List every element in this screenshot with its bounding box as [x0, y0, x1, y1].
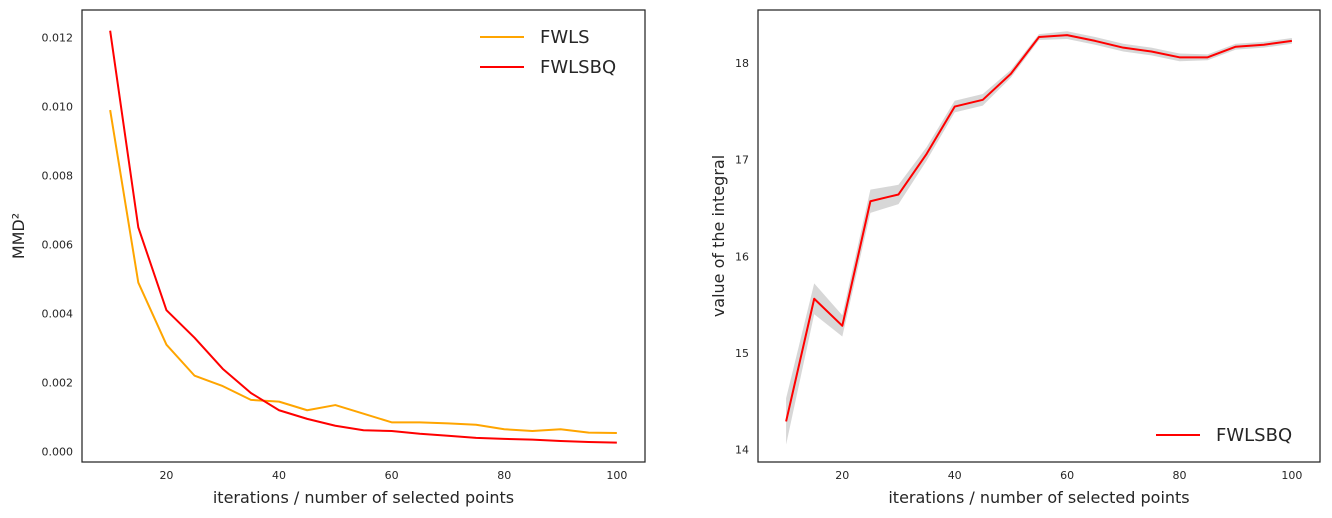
y-axis-label: value of the integral — [709, 155, 728, 317]
x-tick-label: 40 — [272, 469, 286, 482]
plot-frame — [81, 9, 646, 463]
x-tick-label: 80 — [497, 469, 511, 482]
legend-label-fwls: FWLS — [540, 27, 590, 48]
legend-label-fwlsbq: FWLSBQ — [1216, 425, 1292, 446]
x-tick-label: 80 — [1173, 469, 1187, 482]
x-tick-label: 60 — [385, 469, 399, 482]
legend-label-fwlsbq: FWLSBQ — [540, 57, 616, 78]
x-tick-label: 20 — [835, 469, 849, 482]
series-line-fwls — [109, 109, 617, 435]
x-tick-label: 60 — [1060, 469, 1074, 482]
integral-panel: 20 40 60 80 100 14 15 16 17 18 iterations / number… — [709, 9, 1321, 507]
y-axis-label: MMD² — [9, 213, 28, 259]
y-tick-label: 0.008 — [42, 170, 74, 183]
y-tick-label: 16 — [735, 250, 749, 263]
y-tick-label: 0.006 — [42, 239, 74, 252]
x-tick-label: 20 — [159, 469, 173, 482]
y-tick-label: 15 — [735, 347, 749, 360]
y-tick-label: 0.000 — [42, 446, 74, 459]
series-line-fwlsbq — [785, 34, 1293, 422]
series-line-fwlsbq — [109, 30, 617, 444]
y-tick-label: 0.004 — [42, 308, 74, 321]
legend: FWLSBQ — [1156, 425, 1292, 446]
y-tick-label: 0.012 — [42, 32, 74, 45]
mmd-panel: 20 40 60 80 100 0.000 0.002 0.004 0.006 0.008 0.01… — [9, 9, 646, 507]
y-tick-label: 18 — [735, 57, 749, 70]
y-tick-label: 14 — [735, 443, 749, 456]
x-axis-label: iterations / number of selected points — [213, 488, 514, 507]
x-axis-label: iterations / number of selected points — [888, 488, 1189, 507]
y-tick-label: 0.010 — [42, 101, 74, 114]
y-tick-label: 17 — [735, 154, 749, 167]
legend: FWLS FWLSBQ — [480, 27, 616, 78]
plot-frame — [757, 9, 1321, 463]
x-tick-label: 40 — [948, 469, 962, 482]
x-tick-label: 100 — [606, 469, 627, 482]
x-tick-label: 100 — [1281, 469, 1302, 482]
y-tick-label: 0.002 — [42, 377, 74, 390]
